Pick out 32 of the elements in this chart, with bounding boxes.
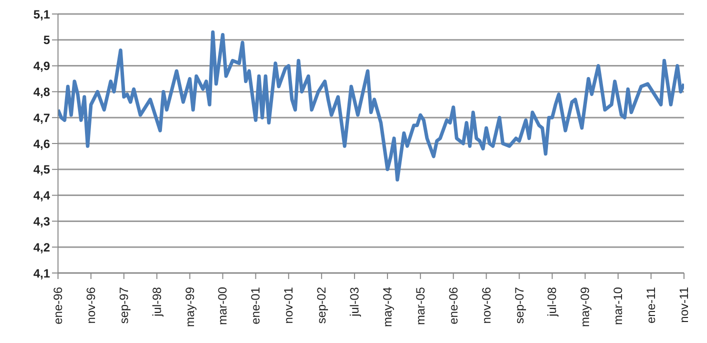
x-tick-label: may-99 xyxy=(182,286,197,328)
y-tick-label: 4,7 xyxy=(33,110,50,125)
y-tick-label: 4,5 xyxy=(33,162,50,177)
x-tick-label: nov-11 xyxy=(677,286,691,323)
x-tick-label: sep-97 xyxy=(116,286,131,324)
line-series xyxy=(58,30,684,182)
x-tick-label: may-04 xyxy=(380,286,394,328)
x-tick-label: ene-06 xyxy=(446,286,460,324)
x-tick-label: jul-08 xyxy=(545,286,560,318)
x-tick-label: jul-03 xyxy=(348,286,362,318)
y-tick-label: 4,6 xyxy=(33,136,50,151)
y-tick-label: 4,9 xyxy=(33,59,50,74)
y-tick-label: 5,1 xyxy=(33,7,50,22)
y-tick-label: 4,8 xyxy=(33,84,50,99)
x-tick-label: sep-07 xyxy=(512,286,526,324)
y-tick-label: 4,3 xyxy=(33,214,50,228)
y-tick-label: 4,1 xyxy=(33,266,50,280)
x-tick-label: mar-00 xyxy=(216,286,230,326)
x-tick-label: nov-01 xyxy=(282,286,296,324)
x-tick-label: sep-02 xyxy=(314,286,329,324)
x-tick-label: mar-10 xyxy=(611,286,626,326)
x-tick-label: jul-98 xyxy=(150,286,164,318)
x-tick-label: nov-96 xyxy=(84,286,98,324)
x-tick-label: may-09 xyxy=(578,286,592,328)
x-tick-label: ene-96 xyxy=(51,286,65,324)
x-tick-label: nov-06 xyxy=(479,286,494,324)
y-tick-label: 4,4 xyxy=(33,188,50,203)
x-tick-label: ene-01 xyxy=(248,286,263,324)
y-tick-label: 4,2 xyxy=(33,240,50,254)
x-tick-label: mar-05 xyxy=(413,286,428,326)
y-tick-label: 5 xyxy=(43,33,50,48)
x-tick-label: ene-11 xyxy=(644,286,658,324)
